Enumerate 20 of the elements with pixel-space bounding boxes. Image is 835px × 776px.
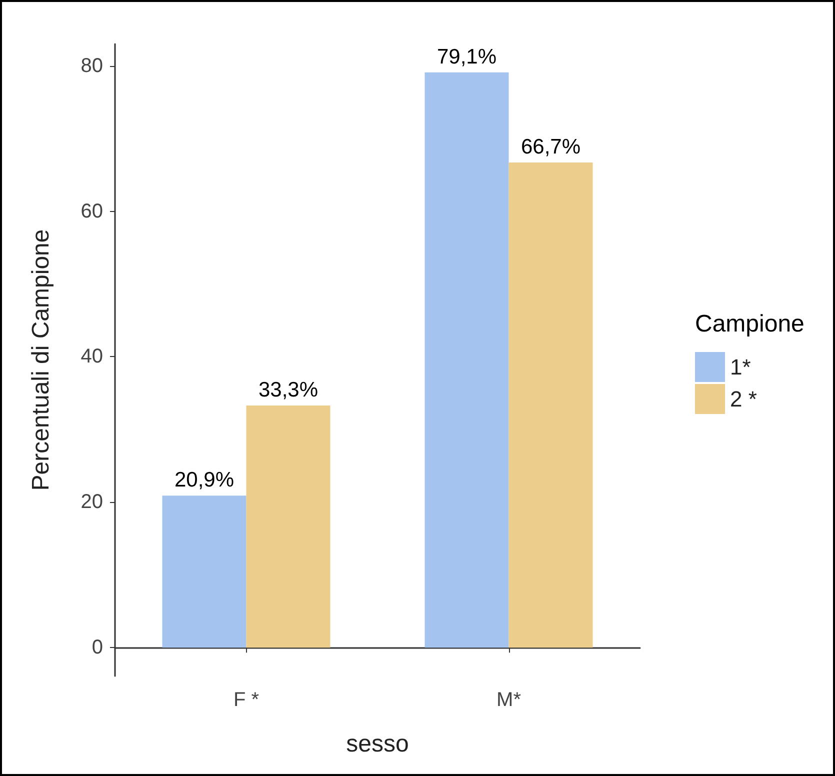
bar (508, 162, 593, 648)
y-tick-label: 80 (80, 54, 103, 77)
y-tick-label: 60 (80, 200, 103, 222)
y-tick-label: 20 (80, 491, 103, 514)
data-label: 33,3% (258, 378, 318, 402)
legend-label: 2 * (730, 386, 758, 412)
x-axis-title: sesso (346, 730, 409, 758)
bar (246, 405, 330, 648)
legend-label: 1* (730, 354, 752, 380)
bar (424, 72, 509, 648)
bar (162, 496, 246, 648)
x-tick-label: F * (233, 689, 260, 711)
data-label: 66,7% (520, 136, 581, 159)
y-tick-label: 0 (92, 636, 103, 659)
y-axis-title: Percentuali di Campione (28, 229, 54, 491)
data-label: 79,1% (436, 45, 497, 68)
data-label: 20,9% (174, 468, 234, 492)
x-tick-label: M* (496, 689, 522, 711)
legend-title: Campione (695, 310, 804, 338)
y-tick-label: 40 (80, 346, 103, 368)
